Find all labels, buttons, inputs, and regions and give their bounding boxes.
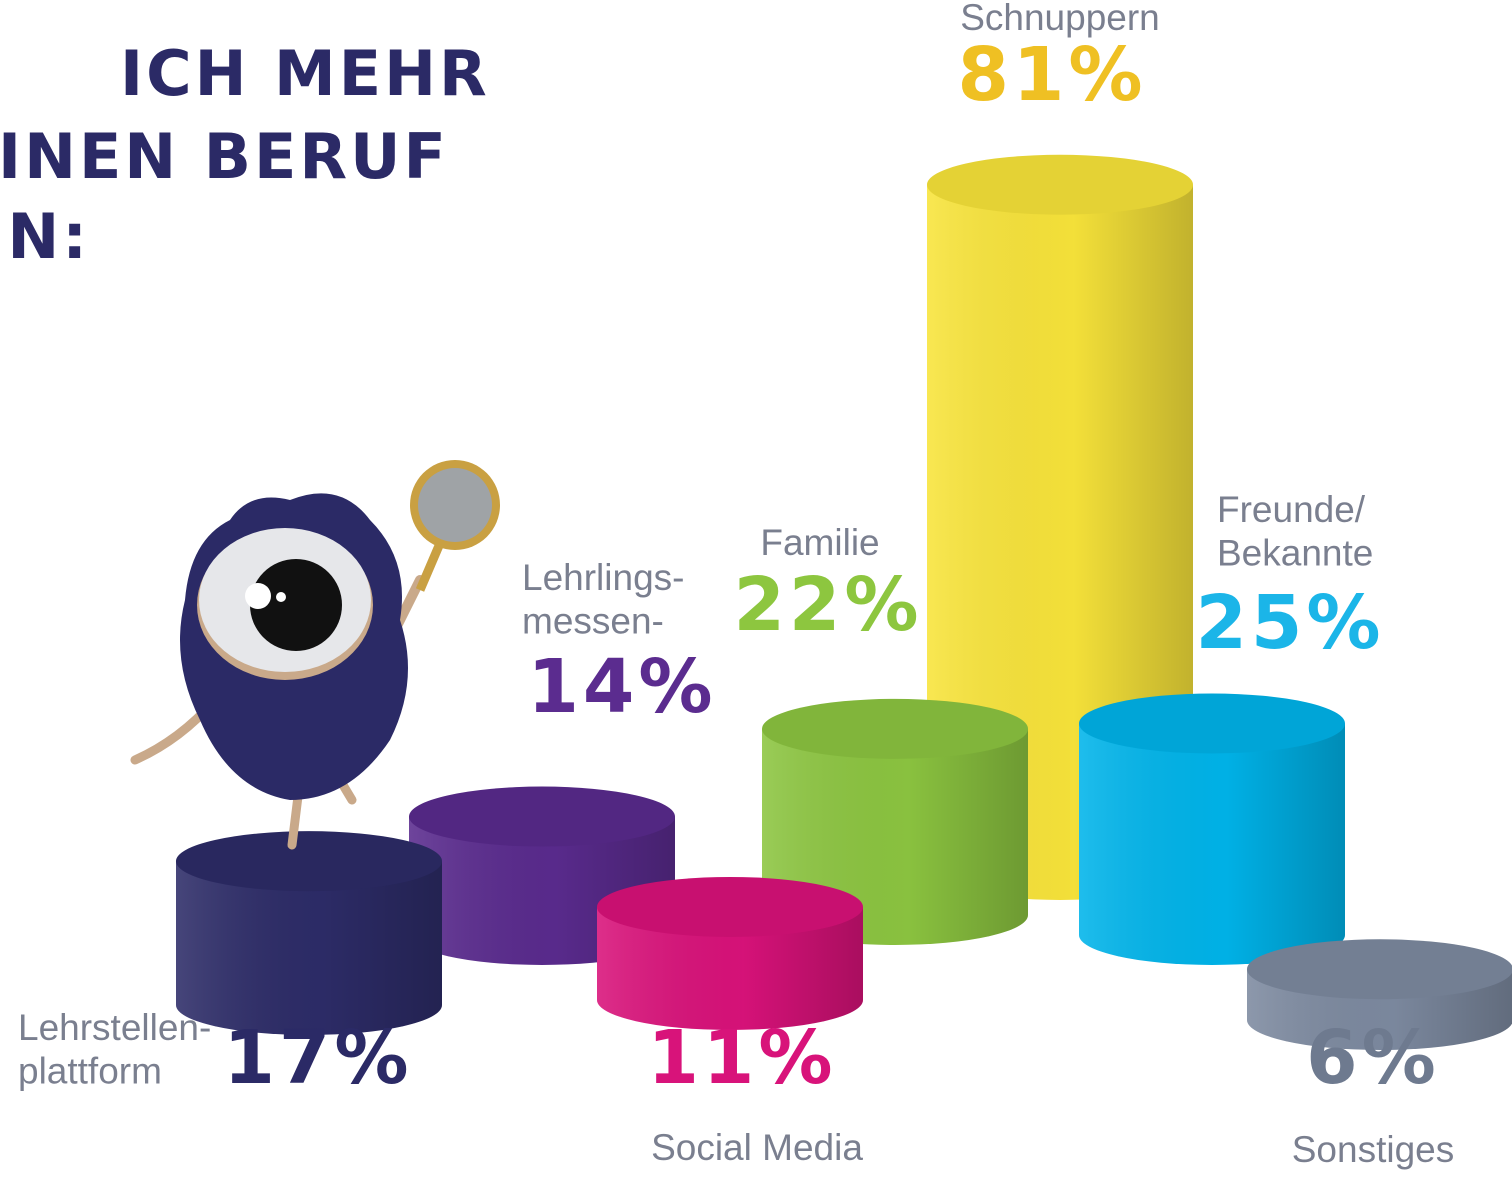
cylinder-top-shade (1079, 694, 1345, 754)
value-label: 14% (527, 644, 716, 730)
cylinder-top-shade (409, 787, 675, 847)
value-label: 22% (733, 562, 922, 648)
value-label: 17% (223, 1015, 412, 1101)
value-label: 6% (1306, 1015, 1440, 1101)
category-label: Lehrstellen-plattform (18, 1007, 211, 1092)
cylinder-top-shade (176, 831, 442, 891)
category-label: Lehrlings-messen- (522, 557, 684, 642)
category-label: Sonstiges (1292, 1129, 1455, 1170)
category-label: Social Media (651, 1127, 863, 1168)
cylinder-top-shade (597, 877, 863, 937)
value-label: 81% (957, 32, 1146, 118)
cylinder-top-shade (1247, 939, 1512, 999)
chart: ICH MEHR INEN BERUF EN: Lehrstellen-plat… (0, 0, 1512, 1182)
value-label: 11% (647, 1015, 836, 1101)
value-label: 25% (1195, 580, 1384, 666)
category-label: Freunde/Bekannte (1217, 489, 1373, 574)
cylinder-top-shade (927, 155, 1193, 215)
cylinder-shade (1079, 724, 1345, 966)
title-line: INEN BERUF (0, 120, 449, 193)
mascot (135, 460, 500, 845)
title-line: EN: (0, 200, 90, 273)
cylinder-top-shade (762, 699, 1028, 759)
title-line: ICH MEHR (120, 37, 490, 110)
category-label: Familie (760, 522, 879, 563)
